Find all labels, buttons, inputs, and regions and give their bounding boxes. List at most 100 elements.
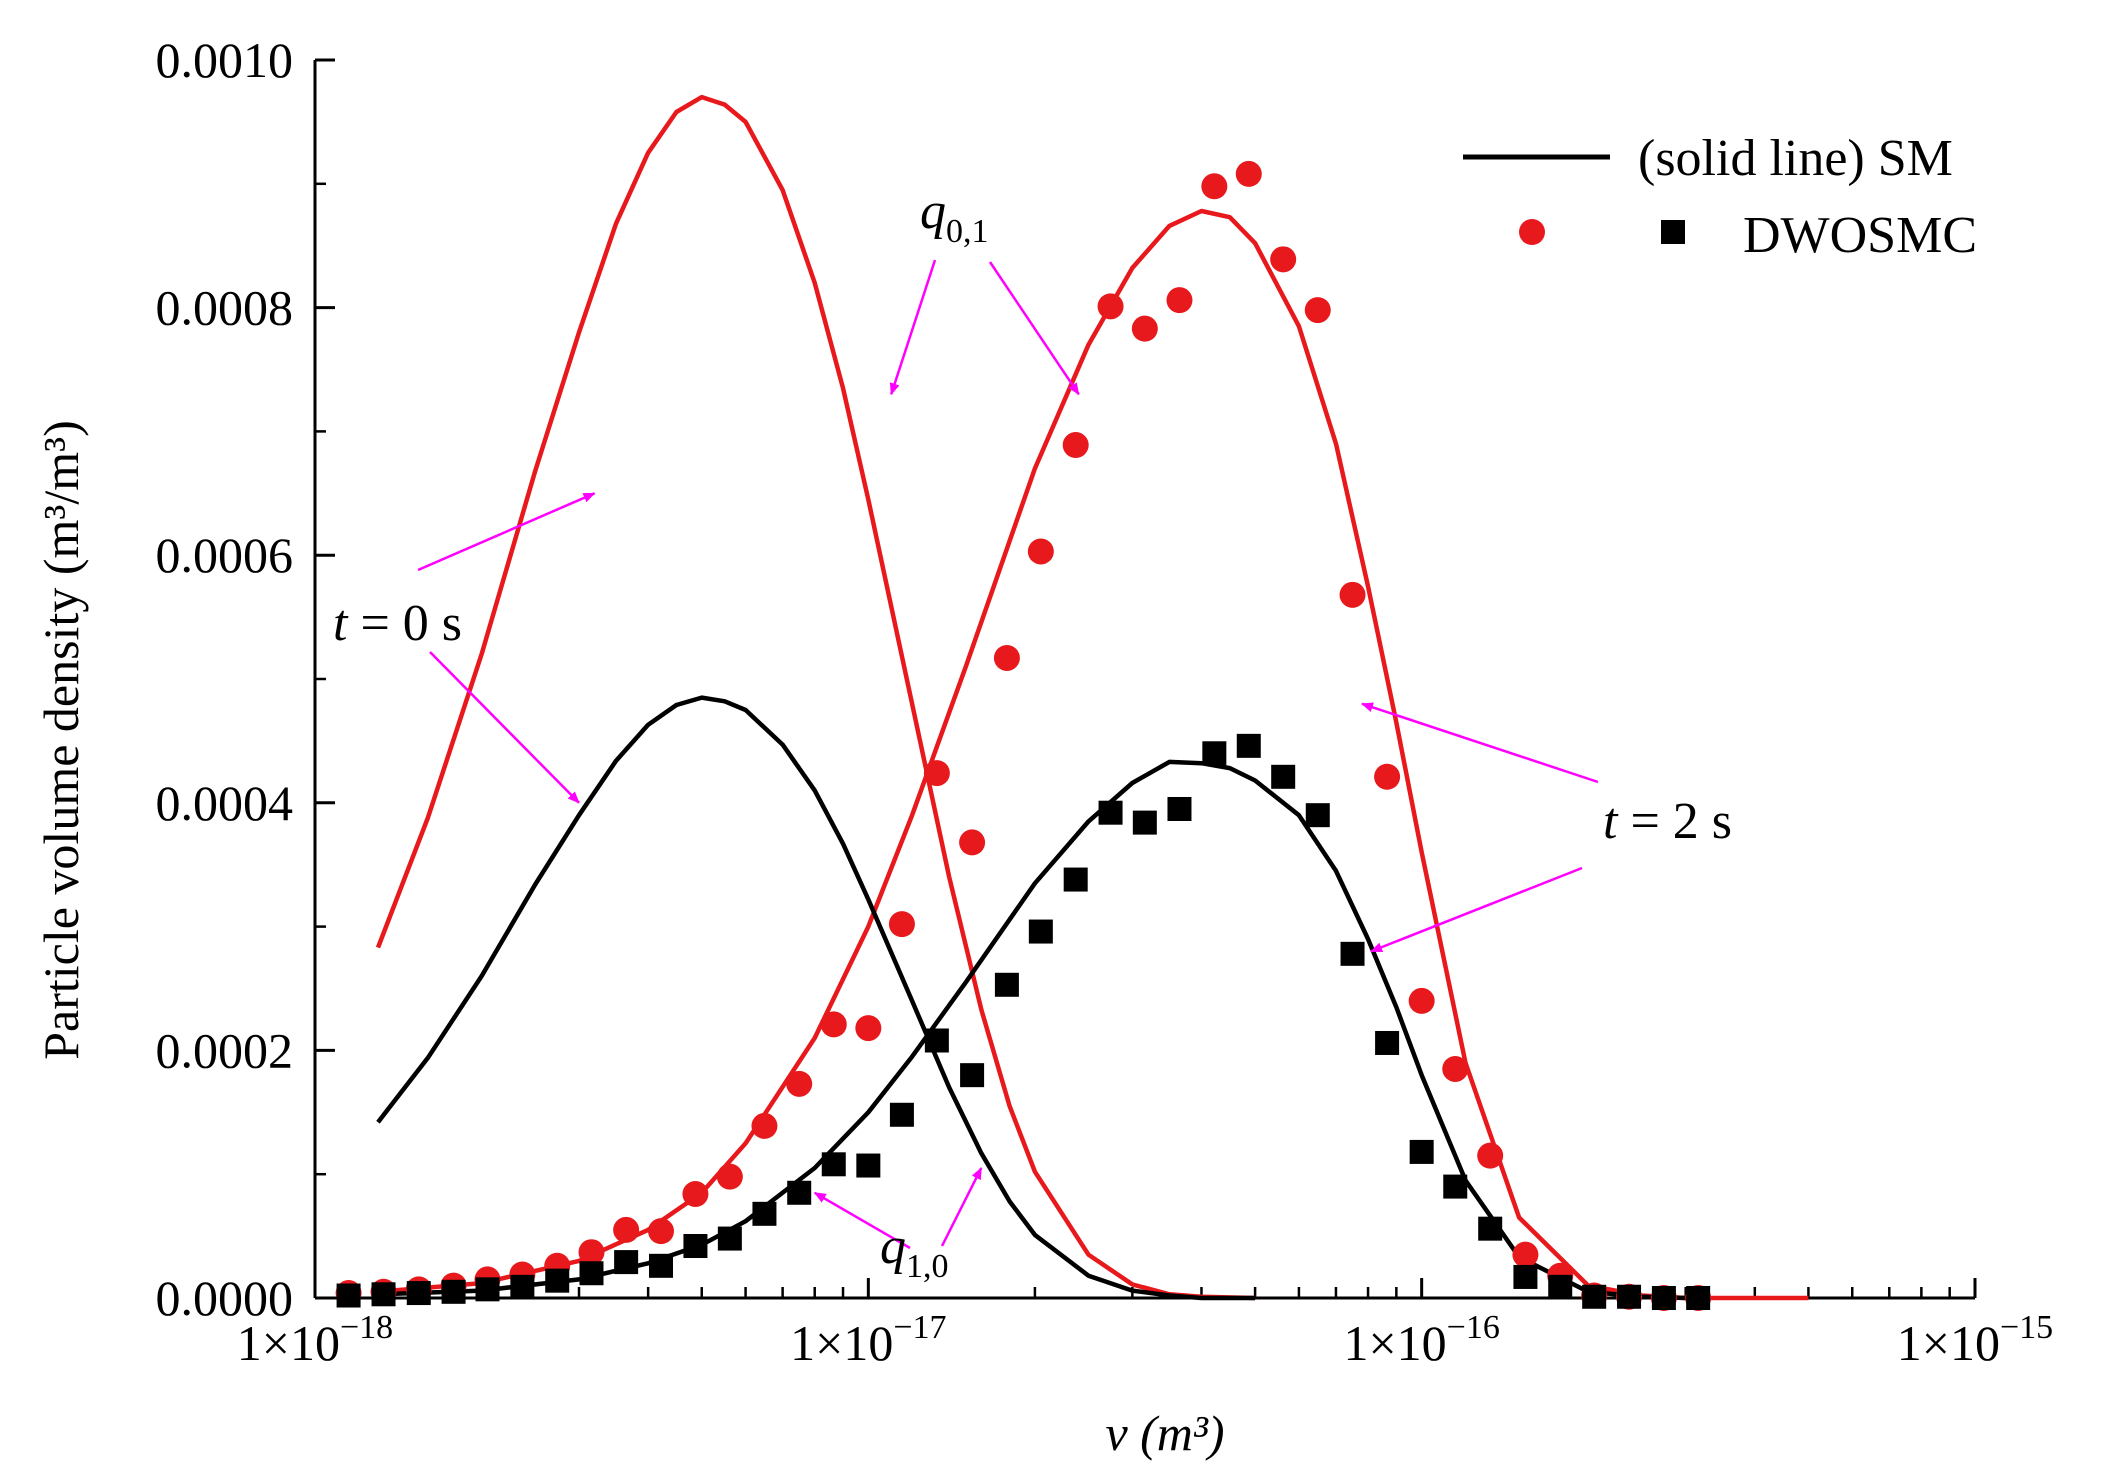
data-point-circle	[716, 1163, 743, 1190]
y-axis-title-text: Particle volume density (m³/m³)	[33, 420, 89, 1060]
data-point-circle	[923, 760, 950, 787]
annotation-q01: q0,1	[920, 183, 989, 250]
data-point-circle	[648, 1218, 675, 1245]
x-tick-label: 1×10−18	[237, 1309, 393, 1371]
data-point-circle	[1374, 763, 1401, 790]
annotation-q10-sub: 1,0	[906, 1248, 949, 1285]
data-point-circle	[1062, 432, 1089, 459]
data-point-circle	[1408, 987, 1435, 1014]
series-lines	[375, 94, 1809, 1301]
data-point-square	[1478, 1216, 1503, 1241]
series-line	[376, 695, 1256, 1301]
annotation-t2-rest: = 2 s	[1617, 793, 1732, 850]
data-point-circle	[1442, 1055, 1469, 1082]
data-point-square	[1686, 1286, 1711, 1310]
annotation-arrow	[1361, 702, 1599, 784]
data-point-square	[1132, 810, 1157, 835]
data-point-square	[510, 1274, 535, 1299]
data-point-square	[752, 1201, 777, 1226]
legend-marker-label: DWOSMC	[1743, 207, 1977, 264]
data-point-square	[1651, 1286, 1676, 1310]
data-point-square	[475, 1277, 500, 1302]
data-point-square	[649, 1253, 674, 1278]
data-point-circle	[1270, 246, 1297, 273]
x-axis-title-text: v (m³)	[1105, 1405, 1224, 1461]
annotation-t0-rest: = 0 s	[347, 595, 462, 652]
annotation-arrow	[417, 492, 596, 572]
data-point-square	[1063, 867, 1088, 892]
data-point-square	[1167, 796, 1192, 821]
annotation-arrow	[988, 261, 1080, 396]
x-tick-label: 1×10−16	[1343, 1309, 1499, 1371]
data-point-circle	[1201, 173, 1228, 200]
data-point-circle	[820, 1011, 847, 1038]
data-point-square	[1271, 764, 1296, 789]
series-line	[377, 759, 1686, 1301]
x-axis-title: v (m³)	[1105, 1405, 1224, 1461]
x-tick-label: 1×10−15	[1897, 1309, 2053, 1371]
data-point-square	[1098, 800, 1123, 825]
data-point-circle	[578, 1239, 605, 1266]
data-point-square	[614, 1250, 639, 1275]
data-point-square	[336, 1283, 361, 1308]
data-point-square	[717, 1226, 742, 1251]
data-point-circle	[888, 911, 915, 938]
data-point-square	[889, 1102, 914, 1127]
data-point-circle	[959, 829, 986, 856]
x-tick-label: 1×10−17	[790, 1309, 946, 1371]
data-point-circle	[1131, 315, 1158, 342]
legend-circle-sample	[1519, 219, 1545, 245]
data-point-square	[1202, 741, 1227, 766]
data-point-square	[1513, 1264, 1538, 1289]
y-tick-label: 0.0004	[156, 775, 294, 831]
data-point-square	[1409, 1139, 1434, 1164]
annotation-q01-italic: q	[920, 183, 946, 240]
data-point-circle	[993, 644, 1020, 671]
data-point-square	[1548, 1274, 1573, 1299]
data-point-square	[1375, 1030, 1400, 1055]
data-point-circle	[1027, 538, 1054, 565]
data-point-square	[545, 1268, 570, 1293]
annotation-arrow	[813, 1191, 911, 1250]
data-point-square	[579, 1261, 604, 1286]
annotation-t0: t = 0 s	[333, 595, 462, 652]
data-point-square	[441, 1279, 466, 1304]
data-point-circle	[1304, 297, 1331, 324]
y-tick-label: 0.0000	[156, 1270, 294, 1326]
legend-square-sample	[1661, 220, 1685, 244]
axes: 0.0000 0.0002 0.0004 0.0006 0.0008 0.0010 1×10…	[156, 32, 2054, 1371]
data-point-square	[1582, 1284, 1607, 1309]
y-tick-label: 0.0006	[156, 527, 294, 583]
data-point-square	[1305, 803, 1330, 828]
data-point-square	[1443, 1174, 1468, 1199]
data-point-circle	[1477, 1142, 1504, 1169]
y-tick-label: 0.0002	[156, 1022, 294, 1078]
annotation-t2-italic: t	[1603, 793, 1619, 850]
data-point-square	[406, 1281, 431, 1306]
data-point-circle	[1235, 160, 1262, 187]
y-axis-title: Particle volume density (m³/m³)	[33, 420, 89, 1060]
legend-line-label: (solid line) SM	[1638, 130, 1953, 187]
data-point-circle	[855, 1015, 882, 1042]
data-point-square	[856, 1153, 881, 1178]
series-markers	[335, 160, 1712, 1311]
legend: (solid line) SM DWOSMC	[1463, 130, 1977, 264]
annotation-q10-italic: q	[880, 1218, 906, 1275]
data-point-square	[960, 1063, 985, 1088]
data-point-square	[1236, 733, 1261, 758]
data-point-circle	[682, 1181, 709, 1208]
data-point-square	[1340, 941, 1365, 966]
data-point-circle	[613, 1216, 640, 1243]
data-point-square	[1617, 1284, 1642, 1309]
annotation-q01-sub: 0,1	[946, 213, 989, 250]
y-tick-label: 0.0008	[156, 280, 294, 336]
series-line	[377, 208, 1809, 1301]
data-point-circle	[751, 1112, 778, 1139]
data-point-circle	[1166, 287, 1193, 314]
data-point-square	[683, 1234, 708, 1259]
annotation-arrows	[417, 259, 1599, 1250]
data-point-circle	[786, 1070, 813, 1097]
y-tick-label: 0.0010	[156, 32, 294, 88]
data-point-square	[924, 1028, 949, 1053]
